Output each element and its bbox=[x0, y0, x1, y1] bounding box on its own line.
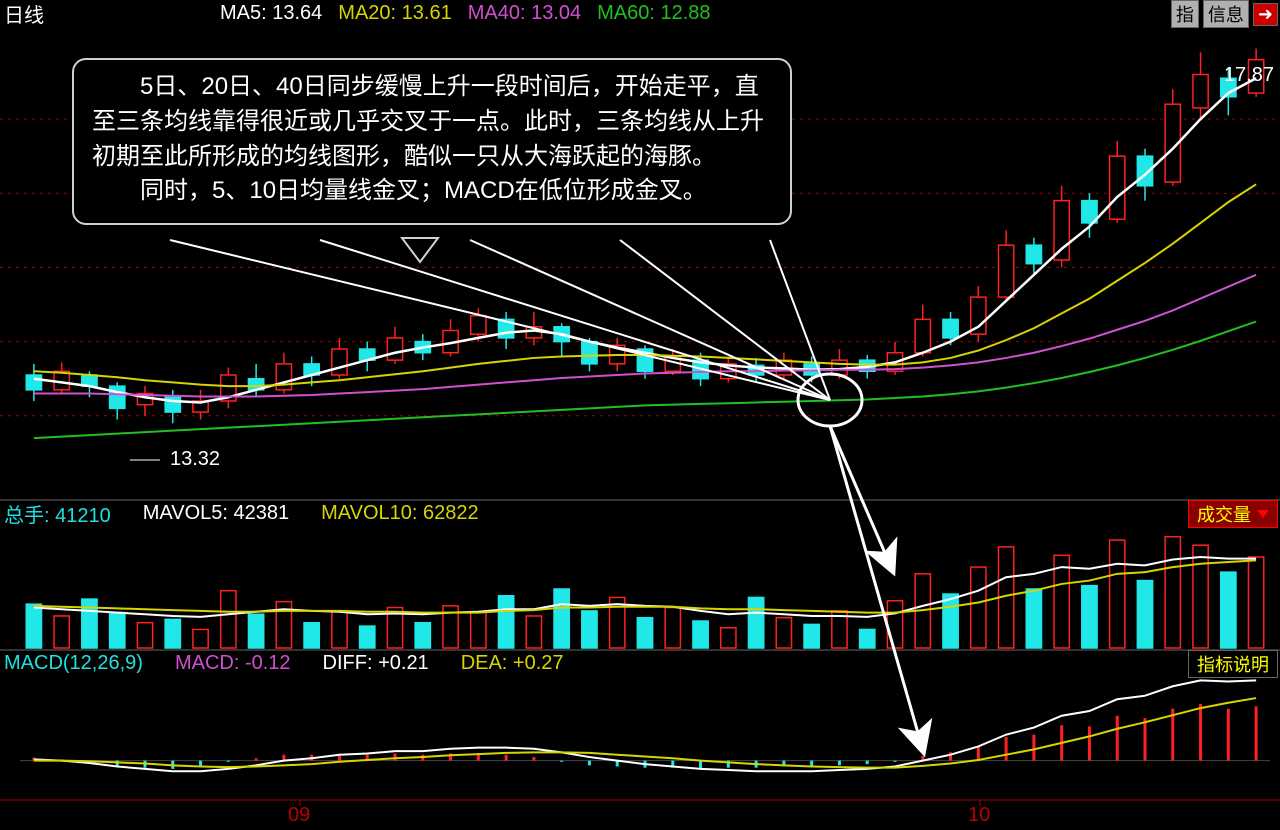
last-price-label: 17.87 bbox=[1224, 64, 1274, 87]
info-button[interactable]: 信息 bbox=[1203, 0, 1249, 28]
volume-header: 总手: 41210MAVOL5: 42381MAVOL10: 62822 bbox=[0, 500, 1280, 526]
volume-tag-label: 成交量 bbox=[1197, 501, 1251, 527]
close-icon[interactable]: ➜ bbox=[1253, 3, 1278, 26]
indicator-button[interactable]: 指 bbox=[1171, 0, 1199, 28]
low-price-label: 13.32 bbox=[170, 448, 220, 471]
timeframe-label: 日线 bbox=[4, 0, 44, 28]
top-buttons: 指 信息 ➜ bbox=[1171, 0, 1278, 28]
volume-tag[interactable]: 成交量 bbox=[1188, 500, 1278, 528]
root: 日线 MA5: 13.64MA20: 13.61MA40: 13.04MA60:… bbox=[0, 0, 1280, 830]
macd-tag-label: 指标说明 bbox=[1197, 651, 1269, 677]
macd-header: MACD(12,26,9)MACD: -0.12DIFF: +0.21DEA: … bbox=[0, 650, 1280, 676]
price-header: 日线 MA5: 13.64MA20: 13.61MA40: 13.04MA60:… bbox=[0, 0, 1280, 26]
macd-tag[interactable]: 指标说明 bbox=[1188, 650, 1278, 678]
annotation-callout: 5日、20日、40日同步缓慢上升一段时间后，开始走平，直至三条均线靠得很近或几乎… bbox=[72, 58, 792, 225]
